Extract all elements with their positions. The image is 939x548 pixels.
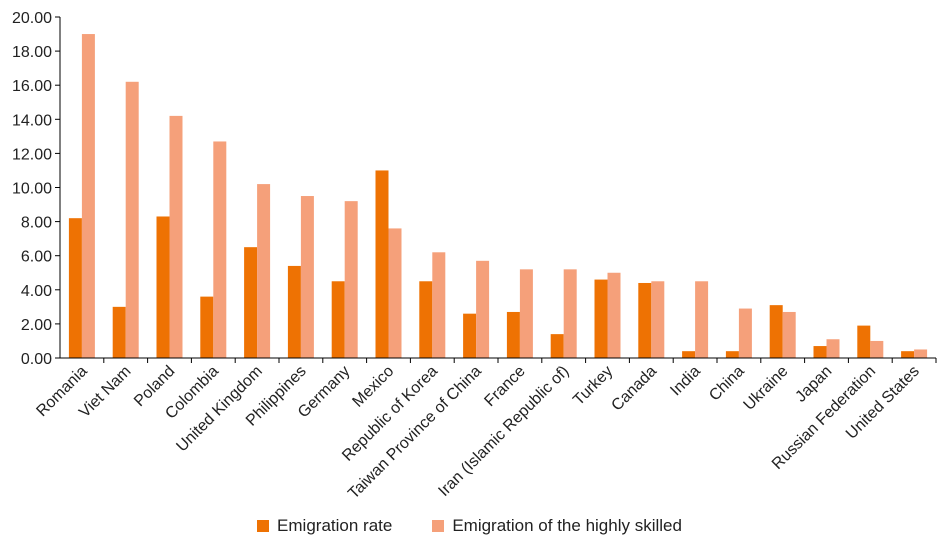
bar-emigration-rate [419,281,433,358]
y-axis: 0.00 2.00 4.00 6.00 8.00 10.00 12.00 14.00 16.00… [12,10,61,368]
legend: Emigration rate Emigration of the highly… [0,516,939,536]
bar-highly-skilled [695,281,709,358]
bar-highly-skilled [563,269,577,358]
bar-emigration-rate [594,279,608,358]
legend-label-emigration-rate: Emigration rate [277,516,393,535]
bar-highly-skilled [432,252,446,358]
bar-highly-skilled [519,269,533,358]
bar-highly-skilled [870,340,884,358]
bar-highly-skilled [826,339,840,358]
bar-emigration-rate [200,296,214,358]
y-tick-label: 14.00 [12,112,52,129]
bar-emigration-rate [813,346,827,358]
bar-emigration-rate [506,311,520,358]
bar-emigration-rate [156,216,170,358]
bar-highly-skilled [607,272,621,358]
legend-label-highly-skilled: Emigration of the highly skilled [452,516,682,535]
bar-emigration-rate [682,351,696,358]
y-tick-label: 2.00 [21,317,52,334]
y-tick-label: 0.00 [21,351,52,368]
legend-item-highly-skilled: Emigration of the highly skilled [432,516,682,536]
x-tick-label: Ukraine [741,363,792,414]
bar-highly-skilled [169,115,183,358]
bar-highly-skilled [388,228,402,358]
legend-swatch-emigration-rate [257,520,270,532]
bar-emigration-rate [463,313,477,358]
y-tick-label: 18.00 [12,44,52,61]
x-tick-label: India [667,363,704,400]
bar-emigration-rate [244,247,258,358]
x-tick-label: Canada [608,363,660,415]
y-tick-label: 16.00 [12,78,52,95]
y-tick-label: 4.00 [21,283,52,300]
legend-swatch-highly-skilled [432,520,445,532]
bar-highly-skilled [213,141,227,358]
bar-highly-skilled [125,81,139,358]
bar-emigration-rate [112,306,126,358]
bar-highly-skilled [476,260,490,358]
bar-emigration-rate [287,265,301,358]
x-tick-label: Japan [792,363,835,406]
bar-emigration-rate [68,218,82,358]
y-tick-label: 10.00 [12,181,52,198]
bar-highly-skilled [738,308,752,358]
bar-highly-skilled [782,311,796,358]
bar-emigration-rate [857,325,871,358]
bar-highly-skilled [344,201,358,358]
bar-emigration-rate [375,170,389,358]
bar-emigration-rate [901,351,915,358]
legend-item-emigration-rate: Emigration rate [257,516,392,536]
x-tick-label: China [706,363,748,405]
y-tick-label: 12.00 [12,146,52,163]
bar-highly-skilled [651,281,665,358]
y-tick-label: 20.00 [12,10,52,27]
bar-emigration-rate [725,351,739,358]
bar-emigration-rate [638,282,652,358]
bar-highly-skilled [914,349,928,358]
bar-emigration-rate [550,334,564,358]
y-tick-label: 8.00 [21,215,52,232]
bars-group [68,34,928,359]
bar-highly-skilled [257,184,271,358]
bar-highly-skilled [300,196,314,358]
bar-emigration-rate [769,305,783,358]
bar-highly-skilled [81,34,95,359]
bar-emigration-rate [331,281,345,358]
y-tick-label: 6.00 [21,249,52,266]
